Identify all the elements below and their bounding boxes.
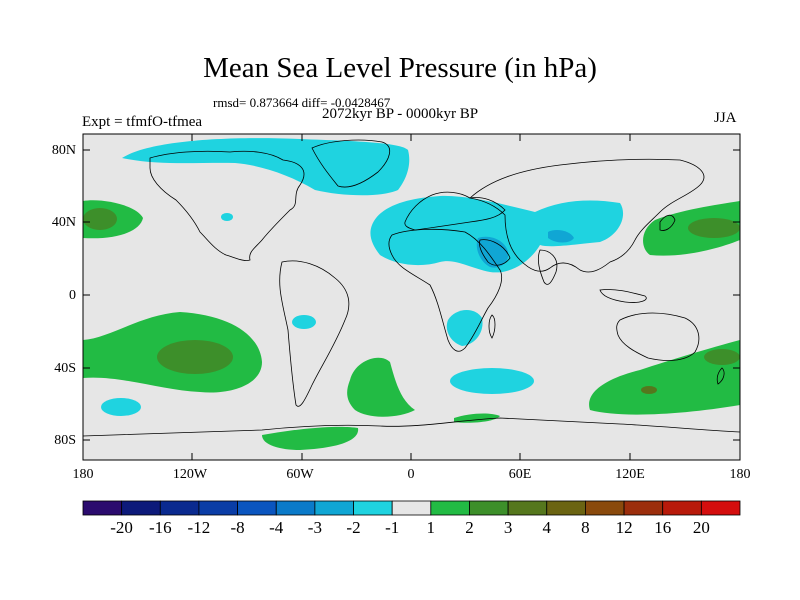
anomaly-eurasia-cyan xyxy=(370,195,624,273)
anomaly-indian-ocean-darkgreen xyxy=(704,349,740,365)
colorbar-swatch xyxy=(546,500,586,516)
stats-line: rmsd= 0.873664 diff= -0.0428467 xyxy=(213,95,391,110)
lat-label-40n: 40N xyxy=(51,215,76,230)
map-title: Mean Sea Level Pressure (in hPa) xyxy=(203,52,597,84)
colorbar xyxy=(82,500,741,516)
colorbar-label: 4 xyxy=(542,518,552,537)
coastline-australia xyxy=(616,312,700,361)
colorbar-label: -1 xyxy=(385,518,400,537)
colorbar-swatch xyxy=(237,500,277,516)
lon-label-60w: 60W xyxy=(286,467,314,482)
colorbar-swatch xyxy=(314,500,354,516)
anomaly-samerica-cyan xyxy=(292,315,316,329)
coastline-south-america xyxy=(279,260,350,407)
anomaly-south-pacific-cyan xyxy=(101,398,141,416)
coastline-se-asia xyxy=(599,289,647,303)
anomaly-indian-ocean-green xyxy=(589,340,740,415)
anomaly-antarctic-green-2 xyxy=(454,413,500,423)
experiment-label: Expt = tfmfO-tfmea xyxy=(82,114,203,130)
colorbar-swatch xyxy=(275,500,316,516)
anomaly-south-atlantic-green xyxy=(347,357,415,417)
colorbar-swatch xyxy=(82,500,123,516)
anomaly-indian-ocean-brown xyxy=(641,386,657,394)
axis-ticks xyxy=(82,134,741,460)
colorbar-swatch xyxy=(469,500,509,516)
colorbar-label: -8 xyxy=(230,518,245,537)
coastline-india xyxy=(537,249,558,285)
anomaly-npacific-east-darkgreen xyxy=(688,218,740,238)
lon-label-60e: 60E xyxy=(508,467,532,482)
coastline-new-zealand xyxy=(716,367,725,385)
lat-label-40s: 40S xyxy=(54,361,76,376)
coastlines xyxy=(82,139,741,437)
lon-label-180e: 180 xyxy=(729,467,751,482)
anomaly-south-pacific-darkgreen xyxy=(157,340,233,374)
colorbar-swatch xyxy=(623,500,664,516)
colorbar-swatch xyxy=(391,500,432,516)
colorbar-label: 8 xyxy=(581,518,590,537)
colorbar-label: 20 xyxy=(692,518,710,537)
colorbar-label: 3 xyxy=(503,518,513,537)
colorbar-swatch xyxy=(430,500,470,516)
coastline-madagascar xyxy=(488,314,496,339)
coastline-arabia xyxy=(479,239,511,266)
anomaly-fields xyxy=(83,138,740,450)
coastline-antarctica xyxy=(82,417,741,437)
coastline-greenland xyxy=(311,139,391,188)
anomaly-mideast-cyan-mid xyxy=(476,236,509,268)
colorbar-label: -4 xyxy=(269,518,284,537)
lat-label-0: 0 xyxy=(69,288,76,303)
colorbar-swatch xyxy=(198,500,238,516)
coastline-japan xyxy=(659,214,676,231)
colorbar-swatch xyxy=(159,500,200,516)
coastline-africa xyxy=(388,228,503,352)
colorbar-swatch xyxy=(700,500,741,516)
colorbar-label: -12 xyxy=(187,518,211,537)
colorbar-label: 1 xyxy=(426,518,436,537)
colorbar-swatch xyxy=(585,500,625,516)
colorbar-label: -2 xyxy=(346,518,361,537)
colorbar-label: 12 xyxy=(615,518,633,537)
anomaly-namerica-cyan xyxy=(221,213,233,221)
colorbar-swatch xyxy=(353,500,393,516)
period-label: 2072kyr BP - 0000kyr BP xyxy=(322,106,479,122)
season-label: JJA xyxy=(714,110,737,126)
lon-label-180w: 180 xyxy=(72,467,94,482)
lat-label-80s: 80S xyxy=(54,433,76,448)
coastline-north-america xyxy=(149,150,305,261)
anomaly-asia-cyan-mid xyxy=(548,230,574,243)
anomaly-npacific-west-darkgreen xyxy=(83,208,117,230)
colorbar-swatch xyxy=(507,500,548,516)
lon-label-120w: 120W xyxy=(172,467,208,482)
colorbar-label: -3 xyxy=(307,518,322,537)
colorbar-label: 2 xyxy=(465,518,474,537)
colorbar-label: -16 xyxy=(148,518,172,537)
lon-label-0: 0 xyxy=(407,467,415,482)
anomaly-south-africa-cyan xyxy=(446,309,483,346)
anomaly-south-atlantic-cyan xyxy=(450,368,534,394)
colorbar-swatch xyxy=(121,500,161,516)
coastline-asia xyxy=(469,158,705,273)
anomaly-arctic-cyan xyxy=(122,138,410,196)
colorbar-swatch xyxy=(662,500,702,516)
colorbar-label: -20 xyxy=(110,518,133,537)
colorbar-label: 16 xyxy=(654,518,672,537)
anomaly-antarctic-green xyxy=(262,426,359,450)
lon-label-120e: 120E xyxy=(615,467,645,482)
lat-label-80n: 80N xyxy=(51,143,76,158)
